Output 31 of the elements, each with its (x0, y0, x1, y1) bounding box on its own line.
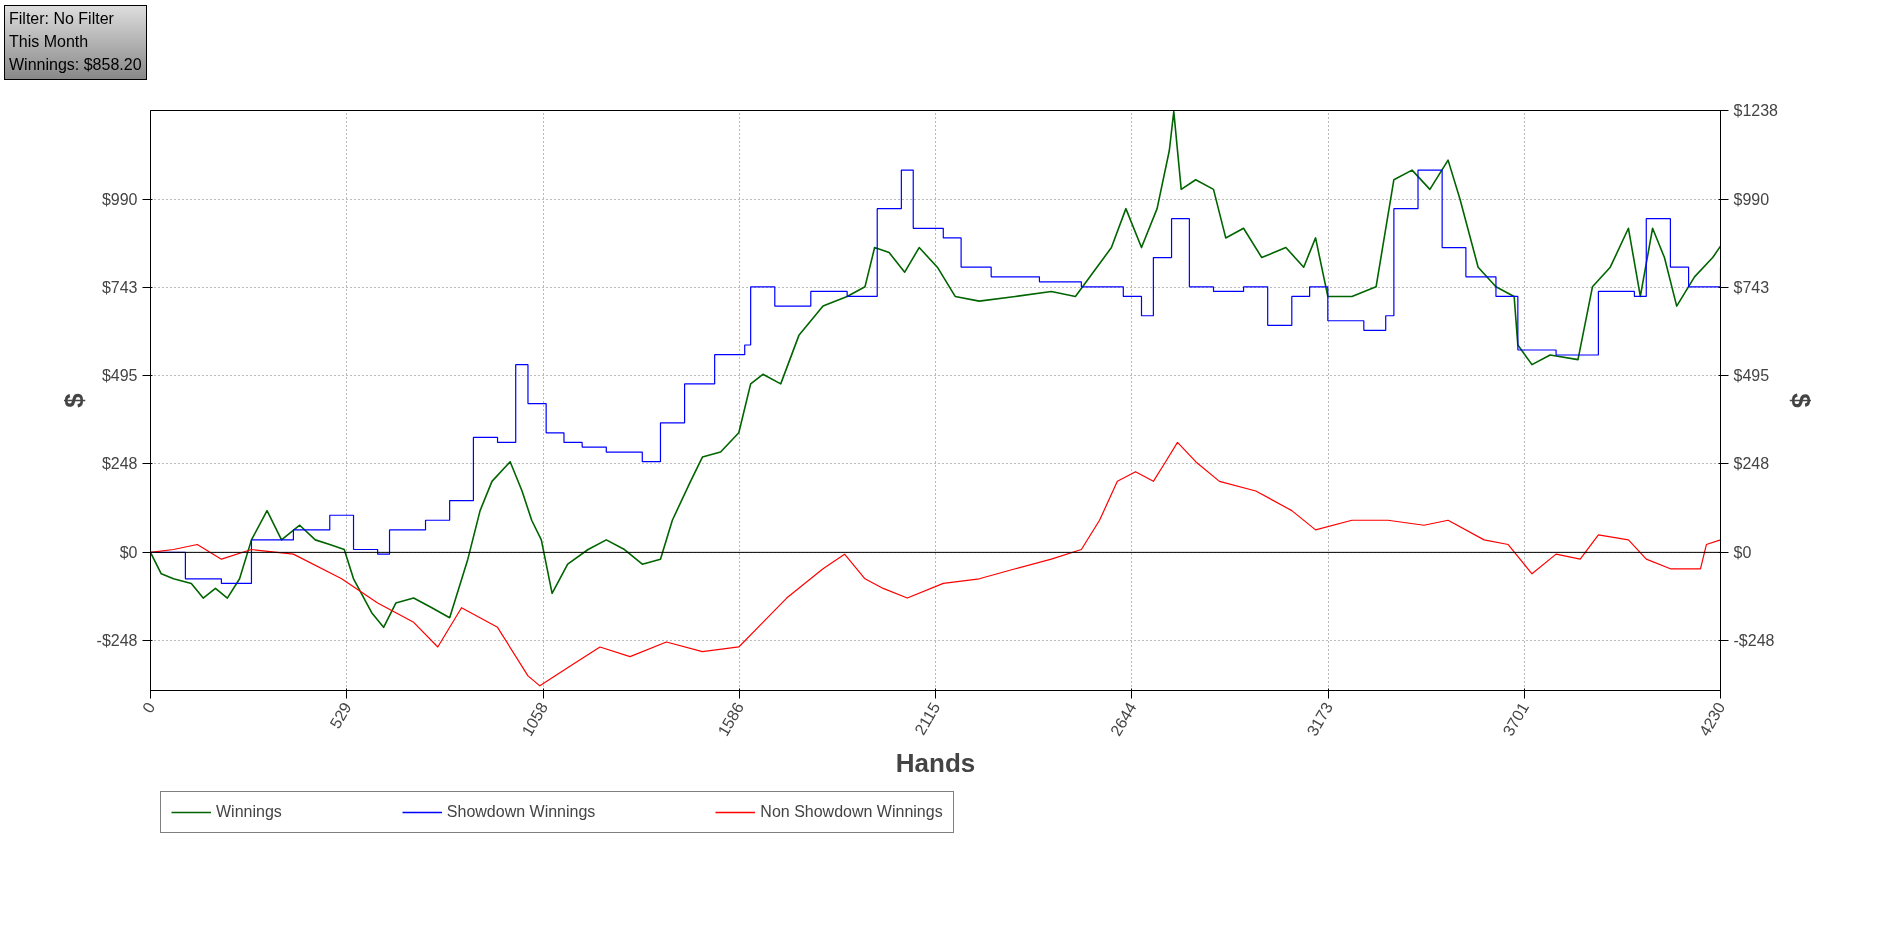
x-tick-label: 1058 (518, 698, 552, 739)
legend-label: Non Showdown Winnings (760, 802, 943, 821)
y-axis-title: $ (58, 392, 89, 408)
x-tick-label: 1586 (714, 698, 748, 739)
y-tick-label: $0 (119, 543, 138, 561)
y-tick-label: $495 (101, 366, 138, 384)
x-tick-label: 529 (326, 698, 355, 731)
y2-tick-label: $248 (1733, 454, 1770, 472)
y2-axis-title: $ (1785, 392, 1816, 408)
text: This Month (9, 32, 89, 50)
y2-tick-label: $990 (1733, 190, 1770, 208)
x-tick-label: 0 (139, 698, 159, 716)
y-tick-label: $990 (101, 190, 138, 208)
y2-tick-label: $743 (1733, 278, 1770, 296)
text: Filter: No Filter (9, 10, 114, 27)
x-tick-label: 3173 (1303, 698, 1337, 739)
y2-tick-label: $1238 (1733, 101, 1779, 119)
y-tick-label: -$248 (96, 631, 138, 649)
text: Winnings: $858.20 (9, 55, 142, 73)
legend-label: Winnings (216, 802, 282, 821)
x-axis-title: Hands (895, 747, 976, 778)
x-tick-label: 3701 (1499, 698, 1533, 739)
y-tick-label: $743 (101, 278, 138, 296)
y-tick-label: $248 (101, 454, 138, 472)
y2-tick-label: $495 (1733, 366, 1770, 384)
x-tick-label: 4230 (1695, 698, 1729, 739)
y2-tick-label: $0 (1733, 543, 1752, 561)
x-tick-label: 2115 (911, 698, 944, 738)
legend-label: Showdown Winnings (446, 802, 596, 821)
x-tick-label: 2644 (1107, 698, 1140, 739)
y2-tick-label: -$248 (1733, 631, 1775, 649)
